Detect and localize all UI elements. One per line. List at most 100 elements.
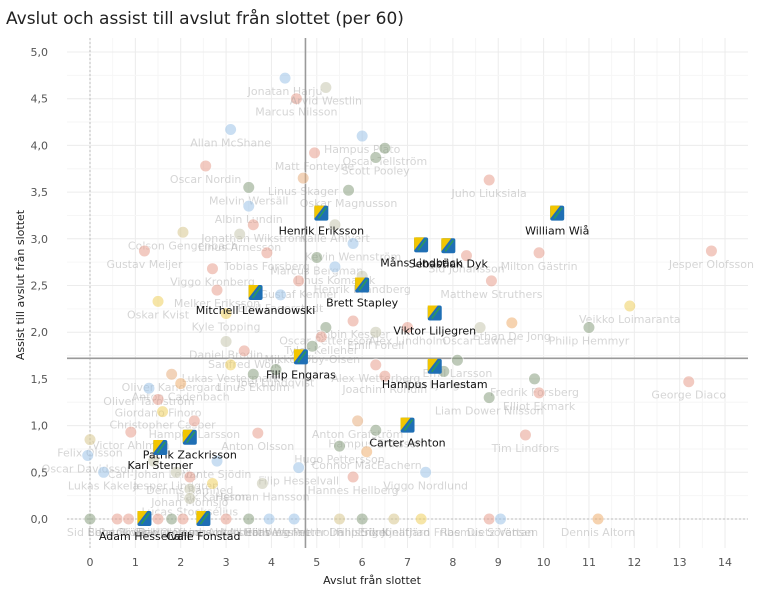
player-label: Hampus Harlestam [382,378,488,391]
team-logo-icon [110,512,124,526]
player-point: Gustav Meijer [106,244,183,271]
player-label: Calle Fonstad [166,530,240,543]
team-logo-stripe [553,207,563,220]
player-label: Hampus Eriksson [328,437,423,450]
player-label: Mikkel Øby-Olsen [264,353,360,366]
player-point: Marcus Nilsson [255,92,338,119]
player-label: Juho Liuksiala [451,187,527,200]
player-point: Petter Dahlström [293,512,386,539]
team-logo-icon [305,339,319,353]
team-logo-icon [147,454,161,468]
player-point: Veikko Loimaranta [579,299,681,326]
player-point: Elias Wennerholm [245,512,343,539]
player-point: Alex Wetterberg [331,358,420,385]
x-tick-label: 14 [718,556,732,569]
highlighted-player-point: Henrik Eriksson [279,205,364,238]
y-tick-label: 0,0 [31,513,49,526]
team-logo-icon [233,227,247,241]
player-point: Erik Kjellfjärd [358,512,430,539]
player-label: Oscar Lawner [442,335,518,348]
player-label: Sid Johansson [428,263,504,276]
player-label: Melker Eriksson [174,297,260,310]
player-point: Allan McShane [190,123,271,150]
team-logo-icon [165,367,179,381]
player-point: Emil Forell [347,325,404,352]
team-logo-icon [242,199,256,213]
player-point: Filip Hesselvall [258,461,339,488]
team-logo-icon [242,180,256,194]
team-logo-icon [414,512,428,526]
player-label: Oskar Kvist [127,308,190,321]
player-label: Carter Ashton [369,437,445,450]
player-point: Jonathan Fribe [381,512,461,539]
player-point: Alex Lindholm [369,321,447,348]
player-point: Emil Fagerstedt [238,288,324,315]
player-point: Dennis Altorn [561,512,635,539]
player-point: Jonatan Harju [247,71,322,98]
team-logo-icon [251,426,265,440]
team-logo-icon [274,288,288,302]
player-point: Sid Berg [67,512,113,539]
player-point: Filip Sigel [336,512,388,539]
team-logo-stripe [431,307,441,319]
player-label: Linus Arnesson [198,241,281,254]
x-axis-ticks: 0 1 2 3 4 5 6 7 8 9 10 11 12 13 14 [87,556,733,569]
player-label: Alex Lindholm [369,335,447,348]
player-label: Victor Ahlman [92,439,169,452]
player-point: Albin Lundin [215,199,283,226]
player-point: Tom Ljungman [403,364,484,391]
team-logo-icon [459,249,473,263]
player-point: Melker Eriksson [174,283,260,310]
player-label: Linus Skager [268,185,339,198]
player-point: Patrik Glad [99,512,159,539]
player-label: Herman Hansson [215,491,309,504]
player-point: Juho Liuksiala [451,173,527,200]
team-logo-icon [319,80,333,94]
team-logo-icon [269,363,283,377]
player-label: Marcus Nilsson [255,106,337,119]
player-point: Sid Johansson [428,249,505,276]
player-point: David Bernhardt [138,512,229,539]
highlighted-player-point: Carter Ashton [369,417,446,450]
player-label: Albin Lundin [215,213,283,226]
team-logo-icon [165,512,179,526]
player-point: Scott Pooley [342,151,410,178]
team-logo-icon [137,244,151,258]
player-point: Oscar Nordin [170,159,241,186]
player-label: Colson Gengenbach [128,239,238,252]
player-label: Brett Stapley [326,297,399,310]
player-label: Lukas Kakela [68,479,139,492]
team-logo-icon [310,250,324,264]
player-point: Anton Hallberg [208,512,290,539]
team-logo-stripe [297,350,307,363]
team-logo-icon [369,423,383,437]
player-point: Viggo Nordlund [383,465,468,492]
player-label: Hugo Pettersson [294,453,385,466]
team-logo-icon [482,512,496,526]
team-logo-icon [518,428,532,442]
player-label: Veikko Loimaranta [579,313,681,326]
player-point: Linus Ekholm [217,367,290,394]
team-logo-accent [137,511,148,524]
player-label: Joel Lundqvist [237,377,315,390]
highlighted-player-point: Filip Engaras [266,349,336,381]
player-label: Dietz Vättan [467,526,535,539]
team-logo-icon [176,225,190,239]
highlighted-player-point: Calle Fonstad [166,511,241,543]
team-logo-icon [419,465,433,479]
player-label: David Bernhardt [138,526,229,539]
player-label: Kyle Topping [192,321,261,334]
player-label: Alex Wetterberg [331,372,420,385]
x-axis-label: Avslut från slottet [323,574,421,587]
player-point: Mikkel Øby-Olsen [264,339,360,366]
team-logo-accent [196,511,207,524]
player-label: Patrik Glad [99,526,159,539]
team-logo-stripe [431,360,441,373]
player-point: Tim Lindfors [491,428,560,455]
player-label: Viktor Liljegren [393,325,476,338]
highlighted-player-point: Måns Lindbäck [380,237,463,269]
team-logo-icon [582,321,596,335]
team-logo-icon [183,491,197,505]
player-point: Hannes Hellberg [308,470,399,497]
